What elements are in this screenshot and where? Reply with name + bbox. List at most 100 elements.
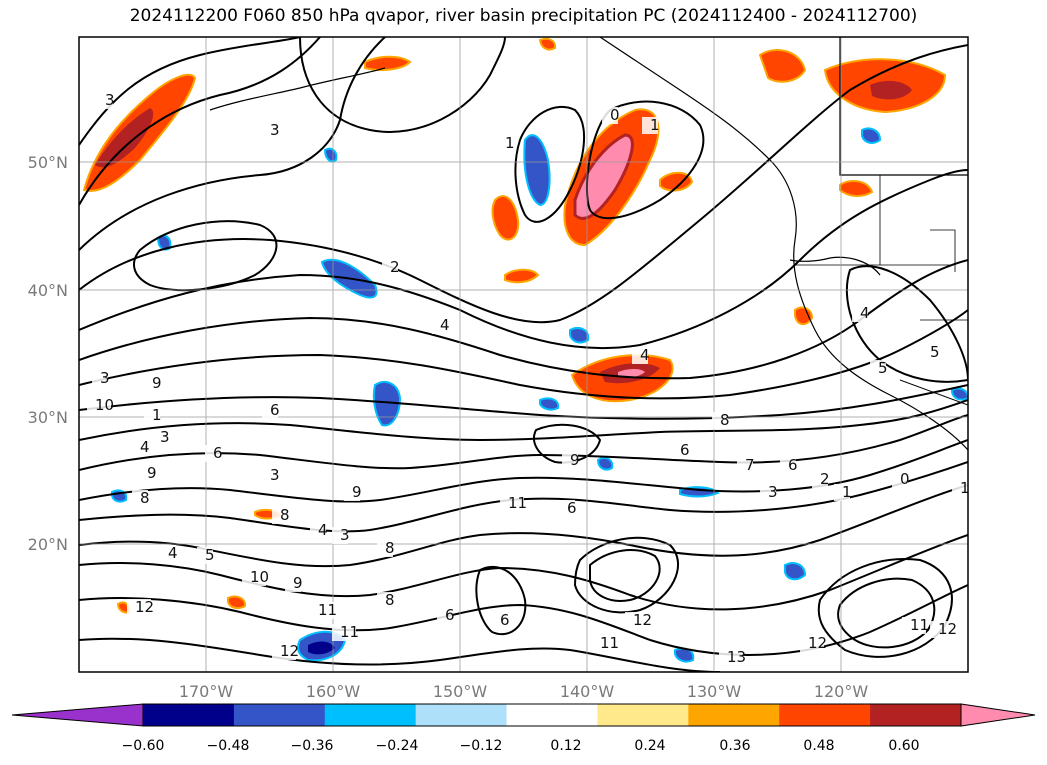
colorbar-segment [143, 704, 235, 726]
contour-label: 6 [445, 606, 455, 624]
contour-label-bg [562, 452, 578, 469]
graticule [79, 37, 968, 672]
contour-label: 0 [900, 470, 910, 488]
contour-label: 3 [340, 526, 350, 544]
contour-label: 11 [508, 494, 527, 512]
lon-tick-label: 160°W [306, 682, 361, 701]
contour-label-bg [242, 569, 266, 586]
contour-label-bg [160, 545, 176, 562]
colorbar-segment [233, 704, 326, 726]
contour-label: 3 [270, 121, 280, 139]
contour-label-bg [492, 612, 508, 629]
contour-label-bg [812, 471, 828, 488]
lon-tick-label: 120°W [814, 682, 869, 701]
contour-label: 8 [385, 591, 395, 609]
contour-label-bg [922, 344, 938, 361]
contour-label: 6 [500, 611, 510, 629]
contour-label: 6 [680, 441, 690, 459]
contour-label-bg [642, 117, 658, 134]
colorbar-segment [324, 704, 417, 726]
contour-label: 10 [95, 396, 114, 414]
contour-label: 11 [340, 623, 359, 641]
colorbar-label: 0.48 [803, 738, 834, 754]
contour-label: 11 [600, 634, 619, 652]
contour-label: 4 [168, 544, 178, 562]
contour-label-bg [97, 92, 113, 109]
contour-label: 4 [640, 346, 650, 364]
lon-tick-label: 170°W [179, 682, 234, 701]
colorbar-label: 0.24 [634, 738, 665, 754]
contour-label: 4 [318, 521, 328, 539]
contour-label-bg [760, 484, 776, 501]
contour-label: 12 [280, 642, 299, 660]
contour-label-bg [262, 467, 278, 484]
contour-label: 3 [105, 91, 115, 109]
colorbar-segment [779, 704, 871, 726]
contour-label: 6 [270, 401, 280, 419]
colorbar-segment [506, 704, 598, 726]
contour-label-bg [952, 480, 968, 497]
lon-tick-label: 140°W [560, 682, 615, 701]
contour-label-bg [852, 305, 868, 322]
contour-label-bg [205, 445, 221, 462]
contour-label: 1 [505, 134, 515, 152]
contour-label-bg [285, 575, 301, 592]
contour-label-bg [497, 135, 513, 152]
colorbar-segment [597, 704, 689, 726]
contour-label-bg [262, 402, 278, 419]
figure-title: 2024112200 F060 850 hPa qvapor, river ba… [129, 6, 918, 26]
contour-label-bg [780, 457, 796, 474]
colorbar-frame [142, 703, 962, 727]
lat-tick-label: 40°N [28, 281, 68, 300]
colorbar-label: 0.60 [888, 738, 919, 754]
contour-label: 8 [385, 539, 395, 557]
lat-tick-label: 50°N [28, 153, 68, 172]
contour-label-bg [437, 607, 453, 624]
contour-label: 5 [878, 359, 888, 377]
contour-label: 2 [390, 258, 400, 276]
colorbar-segment [415, 704, 508, 726]
contour-label: 9 [152, 374, 162, 392]
contour-label-bg [127, 599, 151, 616]
colorbar-segment [870, 704, 962, 726]
contour-label: 11 [318, 601, 337, 619]
contour-label: 9 [570, 451, 580, 469]
contour-label: 8 [720, 411, 730, 429]
contour-label-bg [719, 649, 743, 666]
contour-label: 12 [938, 620, 957, 638]
contour-label-bg [632, 347, 648, 364]
contour-label: 6 [213, 444, 223, 462]
contour-label-bg [377, 540, 393, 557]
contour-label-bg [737, 457, 753, 474]
contour-label-bg [592, 635, 616, 652]
colorbar: −0.60 −0.48 −0.36 −0.24 −0.12 0.12 0.24 … [11, 703, 1036, 754]
contour-label: 9 [352, 483, 362, 501]
contour-label-bg [892, 471, 908, 488]
colorbar-label: 0.12 [550, 738, 581, 754]
contour-label-bg [139, 465, 155, 482]
contour-label: 1 [842, 483, 852, 501]
contour-label: 11 [910, 616, 929, 634]
map-frame [78, 36, 969, 673]
contour-label-bg [132, 490, 148, 507]
contour-label: 6 [788, 456, 798, 474]
contour-label-bg [559, 500, 575, 517]
contour-label: 3 [270, 466, 280, 484]
contour-label-bg [432, 317, 448, 334]
contour-label: 6 [567, 499, 577, 517]
contour-label: 1 [650, 116, 660, 134]
contour-label: 12 [808, 634, 827, 652]
colorbar-label: −0.48 [207, 738, 250, 754]
contour-label: 7 [745, 456, 755, 474]
colorbar-label: −0.36 [291, 738, 334, 754]
contour-label: 1 [960, 479, 970, 497]
contour-label-bg [382, 259, 398, 276]
contour-label-bg [834, 484, 850, 501]
contour-label-bg [712, 412, 728, 429]
contour-label-bg [87, 397, 111, 414]
contour-label-bg [377, 592, 393, 609]
contour-label: 2 [820, 470, 830, 488]
lon-tick-label: 150°W [433, 682, 488, 701]
contour-label: 8 [140, 489, 150, 507]
